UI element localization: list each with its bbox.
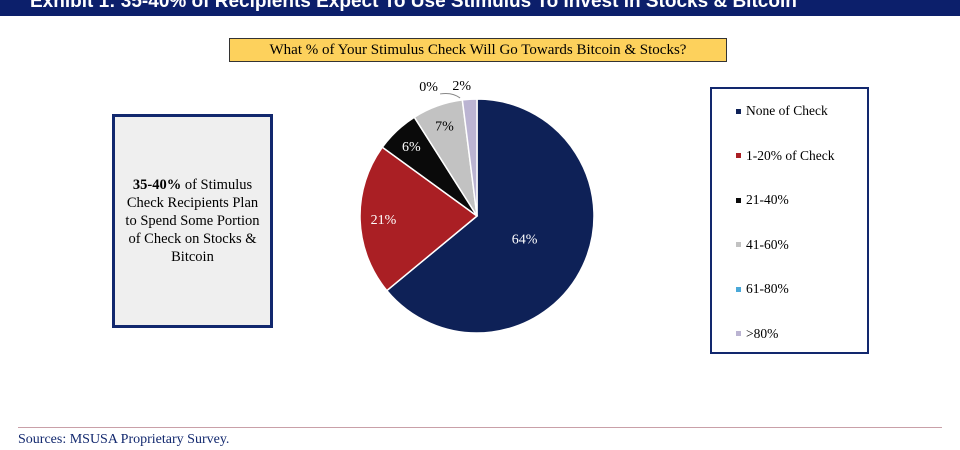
data-label-41-60: 7% — [435, 120, 454, 135]
legend-item-61-80: 61-80% — [736, 281, 789, 297]
pie-slice-none-of-check — [385, 98, 595, 334]
legend-item-41-60: 41-60% — [736, 237, 789, 253]
legend-swatch-61-80 — [736, 286, 741, 292]
legend-label-1-20-of-check: 1-20% of Check — [746, 147, 835, 163]
legend-swatch-41-60 — [736, 242, 741, 247]
legend-swatch-21-40 — [736, 197, 741, 203]
data-label-1-20-of-check: 21% — [371, 213, 397, 228]
data-label-61-80: 0% — [419, 80, 438, 95]
sources-divider — [18, 427, 942, 428]
chart-title: What % of Your Stimulus Check Will Go To… — [229, 38, 727, 62]
callout-text: 35-40% of Stimulus Check Recipients Plan… — [121, 176, 264, 266]
legend-swatch-80 — [736, 331, 741, 336]
legend-item-80: >80% — [736, 326, 778, 342]
legend-swatch-none-of-check — [736, 108, 741, 114]
sources-note: Sources: MSUSA Proprietary Survey. — [18, 432, 230, 447]
legend-label-21-40: 21-40% — [746, 192, 789, 207]
exhibit-header: Exhibit 1: 35-40% of Recipients Expect T… — [0, 0, 960, 16]
pie-slice-1-20-of-check — [359, 146, 479, 292]
legend-item-1-20-of-check: 1-20% of Check — [736, 148, 834, 164]
data-label-80: 2% — [452, 79, 471, 94]
leader-line-zero — [440, 92, 461, 99]
legend-item-none-of-check: None of Check — [736, 103, 828, 119]
pie-slice-80 — [461, 98, 478, 217]
legend-label-80: >80% — [746, 325, 779, 341]
callout-highlight: 35-40% — [132, 177, 182, 193]
data-label-21-40: 6% — [402, 140, 421, 155]
legend-label-41-60: 41-60% — [746, 236, 789, 252]
data-label-none-of-check: 64% — [512, 232, 538, 247]
legend-item-21-40: 21-40% — [736, 192, 789, 208]
legend-label-61-80: 61-80% — [746, 281, 789, 296]
legend-swatch-1-20-of-check — [736, 153, 741, 158]
callout-body: of Stimulus Check Recipients Plan to Spe… — [125, 177, 260, 265]
legend: None of Check 1-20% of Check 21-40% 41-60% 6… — [710, 87, 869, 354]
callout-box: 35-40% of Stimulus Check Recipients Plan… — [112, 114, 273, 328]
legend-label-none-of-check: None of Check — [746, 103, 828, 118]
